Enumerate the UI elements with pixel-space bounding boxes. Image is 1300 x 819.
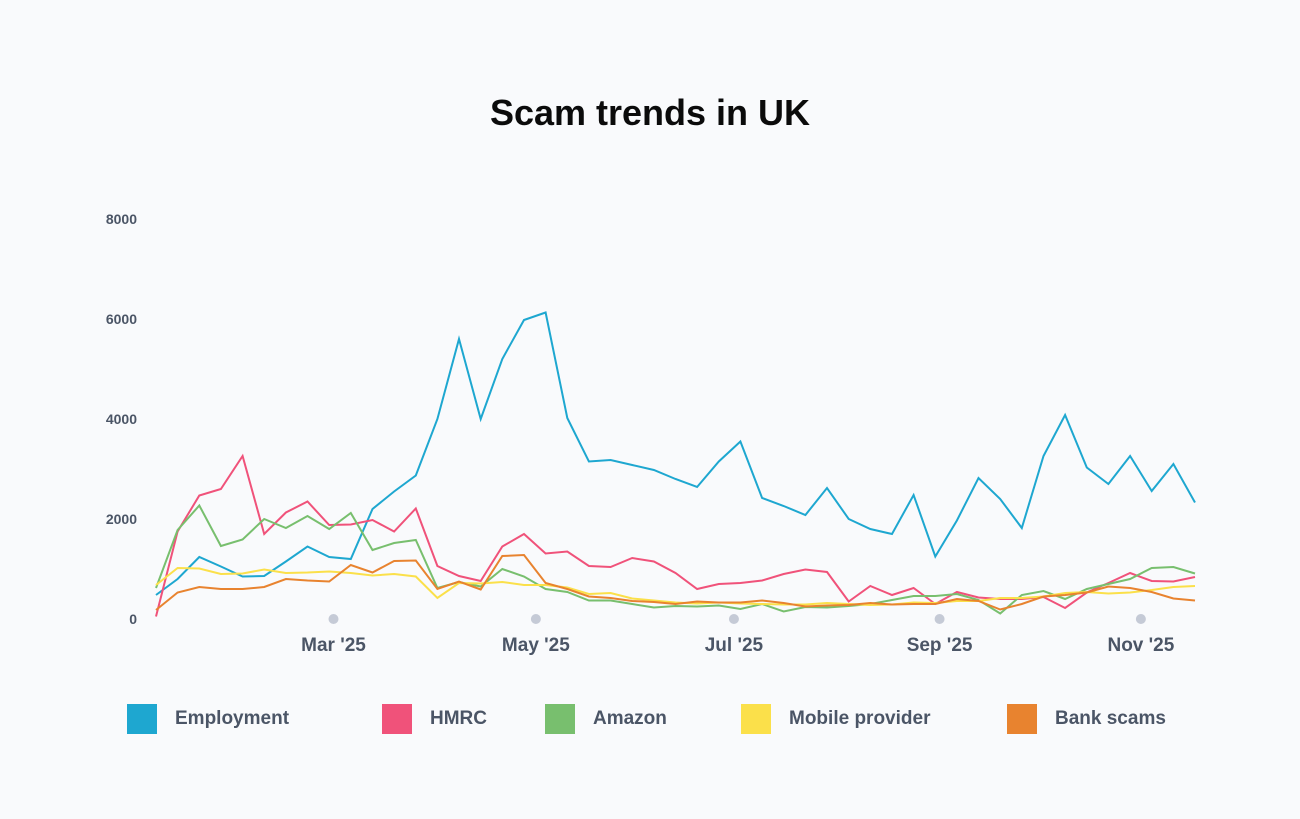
x-tick-label: Mar '25 (301, 635, 366, 656)
legend-swatch (741, 704, 771, 734)
x-tick-label: May '25 (502, 635, 570, 656)
x-tick-marker (728, 614, 739, 624)
legend-item-bank-scams[interactable]: Bank scams (1007, 704, 1166, 734)
series-line-amazon (155, 503, 1196, 615)
legend-label: Mobile provider (789, 708, 931, 729)
y-tick-label: 2000 (106, 511, 137, 527)
series-line-bank-scams (155, 553, 1196, 611)
chart-title: Scam trends in UK (489, 92, 811, 133)
legend-swatch (545, 704, 575, 734)
x-tick-marker (530, 614, 541, 624)
y-tick-label: 8000 (106, 211, 137, 227)
y-tick-label: 6000 (106, 311, 137, 327)
x-tick-marker (1135, 614, 1146, 624)
legend-item-hmrc[interactable]: HMRC (382, 704, 487, 734)
legend-label: Bank scams (1055, 708, 1166, 729)
legend-swatch (127, 704, 157, 734)
series-line-mobile-provider (155, 566, 1196, 607)
legend-label: Employment (175, 708, 290, 729)
x-tick-label: Jul '25 (705, 635, 764, 656)
legend-item-mobile-provider[interactable]: Mobile provider (741, 704, 930, 734)
legend-label: HMRC (430, 708, 487, 729)
legend-swatch (1007, 704, 1037, 734)
x-tick-marker (328, 614, 339, 624)
legend-item-amazon[interactable]: Amazon (545, 704, 667, 734)
series-line-employment (155, 311, 1196, 596)
x-tick-label: Sep '25 (907, 635, 973, 656)
x-tick-label: Nov '25 (1107, 635, 1174, 656)
legend-item-employment[interactable]: Employment (127, 704, 289, 734)
legend-label: Amazon (593, 708, 667, 729)
legend: Employment HMRC Amazon Mobile provider Bank … (127, 704, 1227, 736)
legend-swatch (382, 704, 412, 734)
y-tick-label: 4000 (106, 411, 137, 427)
x-tick-marker (934, 614, 945, 624)
y-tick-label: 0 (129, 611, 137, 627)
